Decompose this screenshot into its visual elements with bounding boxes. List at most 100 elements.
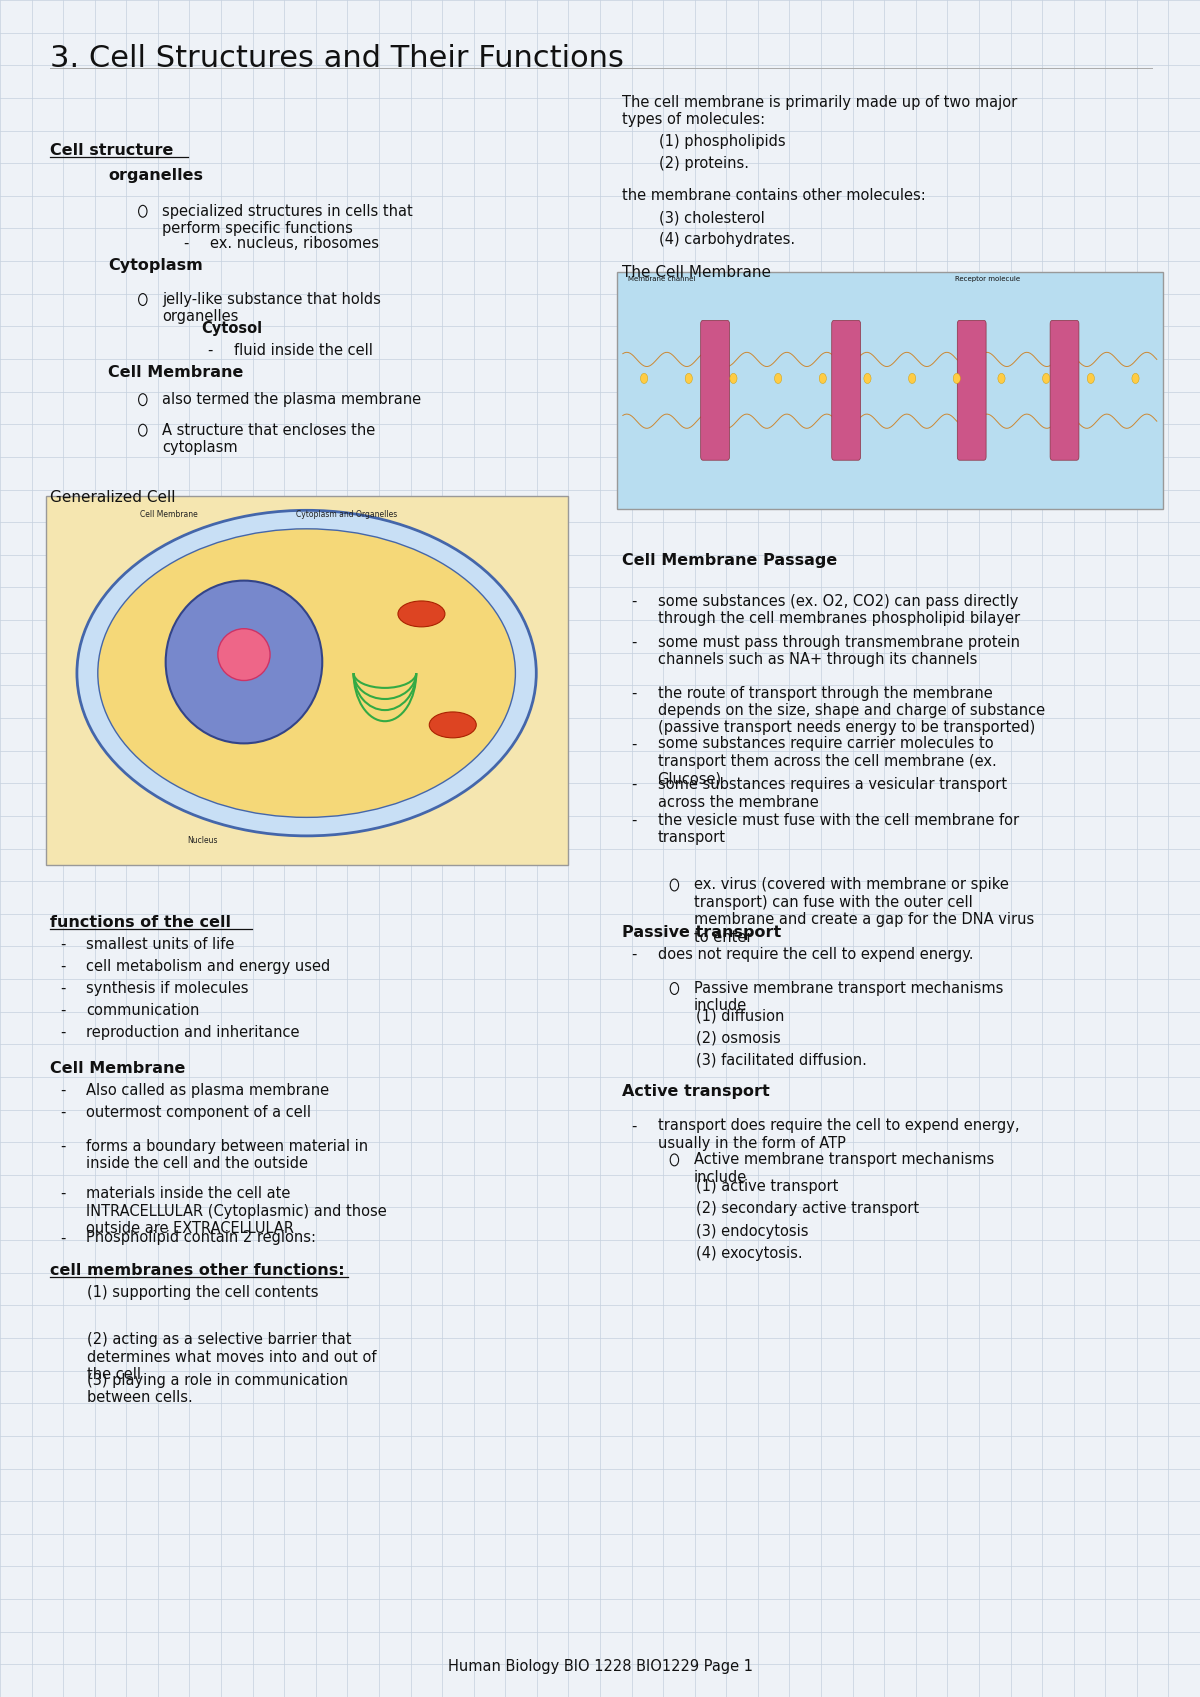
Text: Cell Membrane: Cell Membrane: [50, 1061, 186, 1076]
Text: Active membrane transport mechanisms
include: Active membrane transport mechanisms inc…: [694, 1152, 994, 1185]
FancyBboxPatch shape: [701, 321, 730, 460]
FancyBboxPatch shape: [1050, 321, 1079, 460]
Text: -: -: [60, 1083, 65, 1098]
Text: (2) acting as a selective barrier that
        determines what moves into and ou: (2) acting as a selective barrier that d…: [50, 1332, 377, 1381]
Text: Cytosol: Cytosol: [202, 321, 263, 336]
Text: (3) facilitated diffusion.: (3) facilitated diffusion.: [622, 1052, 866, 1067]
Text: Cytoplasm: Cytoplasm: [108, 258, 203, 273]
Text: The Cell Membrane: The Cell Membrane: [622, 265, 770, 280]
Text: (4) carbohydrates.: (4) carbohydrates.: [622, 232, 794, 248]
Text: -: -: [60, 981, 65, 996]
Text: some substances requires a vesicular transport
across the membrane: some substances requires a vesicular tra…: [658, 777, 1007, 809]
Text: transport does require the cell to expend energy,
usually in the form of ATP: transport does require the cell to expen…: [658, 1118, 1019, 1151]
Text: Active transport: Active transport: [622, 1084, 769, 1100]
Text: Receptor molecule: Receptor molecule: [955, 277, 1020, 282]
Text: some must pass through transmembrane protein
channels such as NA+ through its ch: some must pass through transmembrane pro…: [658, 635, 1020, 667]
Text: -: -: [60, 937, 65, 952]
Text: -: -: [631, 736, 636, 752]
Circle shape: [641, 373, 648, 384]
Text: -: -: [60, 1230, 65, 1246]
Text: ex. nucleus, ribosomes: ex. nucleus, ribosomes: [210, 236, 379, 251]
Circle shape: [1043, 373, 1050, 384]
Text: -: -: [631, 686, 636, 701]
Text: reproduction and inheritance: reproduction and inheritance: [86, 1025, 300, 1040]
Text: -: -: [60, 1186, 65, 1201]
Text: The cell membrane is primarily made up of two major
types of molecules:: The cell membrane is primarily made up o…: [622, 95, 1016, 127]
Text: Also called as plasma membrane: Also called as plasma membrane: [86, 1083, 330, 1098]
Text: outermost component of a cell: outermost component of a cell: [86, 1105, 312, 1120]
Ellipse shape: [98, 529, 516, 818]
Text: -: -: [60, 1139, 65, 1154]
Text: (2) secondary active transport: (2) secondary active transport: [622, 1201, 919, 1217]
Text: organelles: organelles: [108, 168, 203, 183]
Text: Passive transport: Passive transport: [622, 925, 781, 940]
Text: Phospholipid contain 2 regions:: Phospholipid contain 2 regions:: [86, 1230, 317, 1246]
Text: -: -: [631, 635, 636, 650]
Text: forms a boundary between material in
inside the cell and the outside: forms a boundary between material in ins…: [86, 1139, 368, 1171]
Text: jelly-like substance that holds
organelles: jelly-like substance that holds organell…: [162, 292, 380, 324]
Text: communication: communication: [86, 1003, 199, 1018]
Ellipse shape: [218, 628, 270, 680]
Text: Cell Membrane Passage: Cell Membrane Passage: [622, 553, 836, 568]
Ellipse shape: [77, 511, 536, 837]
Text: A structure that encloses the
cytoplasm: A structure that encloses the cytoplasm: [162, 423, 376, 455]
Text: cell metabolism and energy used: cell metabolism and energy used: [86, 959, 331, 974]
Ellipse shape: [430, 713, 476, 738]
Text: cell membranes other functions:: cell membranes other functions:: [50, 1263, 346, 1278]
Text: (2) proteins.: (2) proteins.: [622, 156, 749, 171]
Text: -: -: [631, 1118, 636, 1134]
Text: Membrane channel: Membrane channel: [628, 277, 695, 282]
Text: Human Biology BIO 1228 BIO1229 Page 1: Human Biology BIO 1228 BIO1229 Page 1: [448, 1660, 752, 1673]
Text: smallest units of life: smallest units of life: [86, 937, 235, 952]
Text: (2) osmosis: (2) osmosis: [622, 1030, 780, 1045]
Text: some substances (ex. O2, CO2) can pass directly
through the cell membranes phosp: some substances (ex. O2, CO2) can pass d…: [658, 594, 1020, 626]
Text: -: -: [60, 1003, 65, 1018]
Text: (3) cholesterol: (3) cholesterol: [622, 210, 764, 226]
Circle shape: [864, 373, 871, 384]
Text: does not require the cell to expend energy.: does not require the cell to expend ener…: [658, 947, 973, 962]
Text: -: -: [631, 594, 636, 609]
Text: materials inside the cell ate
INTRACELLULAR (Cytoplasmic) and those
outside are : materials inside the cell ate INTRACELLU…: [86, 1186, 388, 1235]
Text: the route of transport through the membrane
depends on the size, shape and charg: the route of transport through the membr…: [658, 686, 1045, 735]
Ellipse shape: [398, 601, 445, 626]
Circle shape: [1132, 373, 1139, 384]
Bar: [617, 272, 1163, 509]
Text: Cell Membrane: Cell Membrane: [139, 511, 197, 519]
Text: (1) active transport: (1) active transport: [622, 1179, 838, 1195]
Text: fluid inside the cell: fluid inside the cell: [234, 343, 373, 358]
Text: Cell Membrane: Cell Membrane: [108, 365, 244, 380]
Text: -: -: [184, 236, 188, 251]
Text: Generalized Cell: Generalized Cell: [50, 490, 176, 506]
Text: -: -: [631, 947, 636, 962]
Circle shape: [774, 373, 781, 384]
Text: the vesicle must fuse with the cell membrane for
transport: the vesicle must fuse with the cell memb…: [658, 813, 1019, 845]
Text: -: -: [60, 959, 65, 974]
Text: Nucleus: Nucleus: [187, 837, 217, 845]
Text: specialized structures in cells that
perform specific functions: specialized structures in cells that per…: [162, 204, 413, 236]
Text: 3. Cell Structures and Their Functions: 3. Cell Structures and Their Functions: [50, 44, 624, 73]
Circle shape: [908, 373, 916, 384]
Text: -: -: [208, 343, 212, 358]
FancyBboxPatch shape: [832, 321, 860, 460]
Text: Cytoplasm and Organelles: Cytoplasm and Organelles: [296, 511, 397, 519]
Text: -: -: [631, 777, 636, 792]
Circle shape: [998, 373, 1006, 384]
Ellipse shape: [166, 580, 323, 743]
Text: (1) phospholipids: (1) phospholipids: [622, 134, 785, 149]
Text: (3) endocytosis: (3) endocytosis: [622, 1224, 808, 1239]
Text: (3) playing a role in communication
        between cells.: (3) playing a role in communication betw…: [50, 1373, 348, 1405]
Text: -: -: [60, 1025, 65, 1040]
Circle shape: [820, 373, 827, 384]
Circle shape: [685, 373, 692, 384]
Circle shape: [953, 373, 960, 384]
FancyBboxPatch shape: [958, 321, 986, 460]
Bar: [46, 496, 568, 865]
Text: functions of the cell: functions of the cell: [50, 915, 232, 930]
Text: the membrane contains other molecules:: the membrane contains other molecules:: [622, 188, 925, 204]
Text: also termed the plasma membrane: also termed the plasma membrane: [162, 392, 421, 407]
Circle shape: [730, 373, 737, 384]
Text: Cell structure: Cell structure: [50, 143, 174, 158]
Text: some substances require carrier molecules to
transport them across the cell memb: some substances require carrier molecule…: [658, 736, 996, 786]
Text: -: -: [631, 813, 636, 828]
Text: (1) supporting the cell contents: (1) supporting the cell contents: [50, 1285, 319, 1300]
